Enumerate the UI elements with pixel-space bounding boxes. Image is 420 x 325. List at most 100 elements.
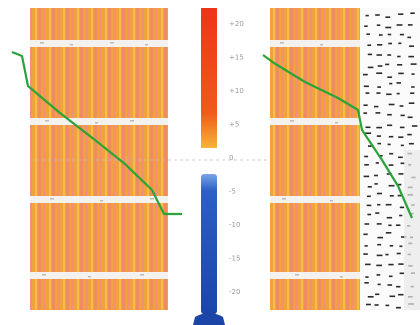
insulation-fiber (364, 245, 368, 247)
insulation-fiber (407, 36, 412, 39)
insulation-fiber (387, 284, 393, 286)
insulation-fiber (377, 142, 381, 145)
insulation-fiber (397, 194, 403, 197)
thermometer (193, 8, 225, 325)
left-mortar-joint (30, 118, 168, 125)
insulation-fiber (376, 54, 382, 56)
left-mortar-joint (30, 272, 168, 279)
insulation-fiber (396, 82, 401, 84)
insulation-fiber (388, 263, 394, 266)
insulation-fiber (410, 63, 417, 65)
temperature-scale: +20 +15 +10 +5 0 -5 -10 -15 -20 (229, 20, 244, 296)
insulation-fiber (367, 44, 372, 46)
insulation-fiber (388, 275, 393, 278)
insulation-fiber (363, 104, 368, 106)
insulation-fiber (366, 204, 372, 207)
insulation-fiber (378, 34, 383, 36)
scale-label: +15 (229, 54, 244, 62)
insulation-fiber (387, 54, 392, 56)
insulation-fiber (365, 126, 371, 129)
insulation-fiber (396, 24, 403, 26)
insulation-fiber (397, 55, 401, 58)
left-temperature-profile (11, 50, 182, 216)
insulation-fiber (364, 282, 369, 284)
insulation-fiber (396, 92, 400, 95)
scale-label: -20 (229, 288, 240, 296)
right-mortar-joint (270, 118, 360, 125)
insulation-fiber (408, 102, 415, 104)
insulation-fiber (407, 116, 413, 119)
thermometer-hot-column (201, 8, 217, 148)
scale-label: -15 (229, 255, 240, 263)
insulation-fiber (385, 232, 392, 234)
insulation-fiber (375, 162, 379, 164)
insulation-fiber (388, 164, 394, 166)
insulation-fiber (385, 304, 390, 307)
insulation-fiber (366, 33, 370, 35)
insulation-fiber (387, 124, 393, 127)
insulation-fiber (410, 12, 415, 14)
insulation-fiber (398, 13, 404, 15)
insulation-fiber (396, 224, 401, 226)
insulation-fiber (411, 73, 415, 75)
insulation-fiber (386, 93, 392, 96)
insulation-fiber (364, 164, 369, 166)
insulation-fiber (388, 224, 392, 227)
insulation-fiber (376, 274, 381, 276)
insulation-fiber (401, 236, 407, 238)
insulation-fiber (374, 183, 378, 185)
insulation-fiber (365, 263, 371, 266)
insulation-fiber (374, 174, 378, 177)
insulation-fiber (398, 173, 404, 175)
insulation-fiber (377, 65, 383, 67)
scale-label: +20 (229, 20, 244, 28)
insulation-fiber (376, 92, 381, 94)
insulation-fiber (374, 304, 379, 306)
insulation-fiber (389, 195, 394, 197)
insulation-fiber (374, 105, 379, 108)
insulation-fiber (398, 293, 404, 296)
insulation-fiber (363, 175, 370, 178)
insulation-fiber (365, 14, 369, 17)
thermometer-cold-column (201, 174, 217, 314)
insulation-fiber (411, 125, 418, 127)
insulation-layer (360, 8, 420, 310)
insulation-fiber (378, 155, 383, 157)
insulation-fiber (376, 192, 382, 195)
insulation-fiber (377, 44, 383, 46)
right-temperature-profile (262, 54, 414, 219)
insulation-fiber (389, 152, 394, 155)
insulation-fiber (398, 156, 403, 159)
left-brick-wall (30, 8, 168, 310)
insulation-fiber (363, 233, 368, 236)
insulation-fiber (399, 272, 404, 275)
insulation-fiber (385, 16, 391, 18)
insulation-fiber (398, 42, 402, 45)
insulation-fiber (396, 252, 401, 255)
insulation-fiber (377, 86, 381, 88)
insulation-fiber (388, 135, 394, 138)
insulation-fiber (398, 72, 404, 75)
insulation-fiber (385, 253, 389, 256)
insulation-fiber (364, 25, 368, 27)
insulation-fiber (399, 206, 405, 209)
insulation-fiber (376, 135, 381, 137)
insulation-fiber (400, 114, 405, 117)
insulation-fiber (411, 86, 415, 88)
left-mortar-joint (30, 196, 168, 203)
insulation-fiber (396, 306, 401, 309)
insulation-fiber (399, 105, 404, 107)
insulation-fiber (365, 132, 372, 134)
insulation-fiber (387, 113, 392, 116)
insulation-fiber (376, 254, 383, 257)
insulation-fiber (366, 303, 371, 306)
insulation-fiber (410, 92, 415, 94)
insulation-fiber (363, 112, 367, 114)
insulation-fiber (376, 24, 381, 26)
insulation-fiber (368, 145, 372, 147)
insulation-fiber (365, 92, 370, 94)
insulation-fiber (399, 214, 403, 217)
insulation-fiber (399, 33, 404, 36)
insulation-fiber (387, 76, 393, 78)
right-mortar-joint (270, 196, 360, 203)
